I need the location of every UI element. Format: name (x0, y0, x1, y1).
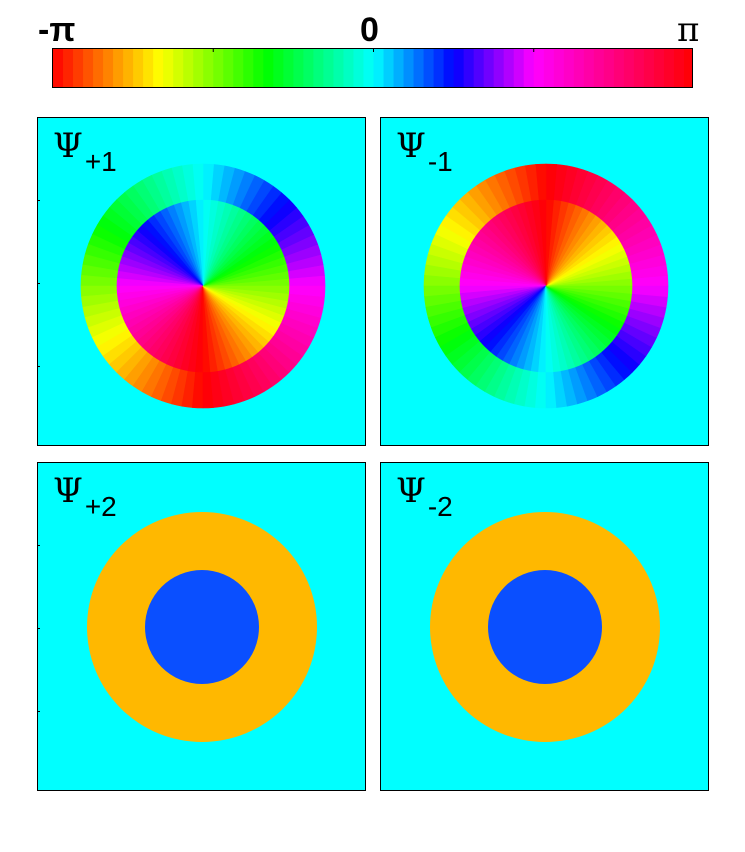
colorbar-segment (623, 49, 635, 87)
panel-label: Ψ-2 (396, 471, 453, 522)
colorbar-segment (553, 49, 565, 87)
colorbar-segment (503, 49, 515, 87)
colorbar-segment (603, 49, 615, 87)
colorbar-segment (113, 49, 124, 87)
colorbar-segment (663, 49, 675, 87)
colorbar-segment (403, 49, 415, 87)
colorbar-segment (263, 49, 274, 87)
inner-core (488, 570, 602, 684)
colorbar-segment (463, 49, 475, 87)
core-segment (202, 285, 290, 294)
colorbar-segment (423, 49, 435, 87)
colorbar-segment (93, 49, 104, 87)
phase-map-psi-minus-2 (381, 463, 708, 790)
colorbar-segment (673, 49, 685, 87)
phase-map-psi-plus-2 (38, 463, 365, 790)
colorbar-segment (443, 49, 455, 87)
colorbar-segment (63, 49, 74, 87)
colorbar-segment (253, 49, 264, 87)
colorbar-segment (233, 49, 244, 87)
colorbar-max-label: π (677, 10, 700, 50)
colorbar-segment (583, 49, 595, 87)
colorbar-segment (183, 49, 194, 87)
colorbar-segment (133, 49, 144, 87)
colorbar-segment (643, 49, 655, 87)
core-segment (545, 285, 633, 294)
colorbar-segment (173, 49, 184, 87)
colorbar-mid-label: 0 (360, 11, 379, 49)
colorbar-segment (633, 49, 645, 87)
panel-psi-minus-2: Ψ-2 (380, 462, 709, 791)
colorbar-segment (53, 49, 64, 87)
colorbar-segment (653, 49, 665, 87)
colorbar-segment (593, 49, 605, 87)
colorbar-segment (103, 49, 114, 87)
colorbar-segment (563, 49, 575, 87)
phase-colorbar (52, 48, 693, 88)
colorbar-segment (283, 49, 294, 87)
colorbar-segment (243, 49, 254, 87)
colorbar-segment (343, 49, 355, 87)
colorbar-segment (533, 49, 545, 87)
colorbar-segment (273, 49, 284, 87)
colorbar-segment (203, 49, 214, 87)
colorbar-segment (383, 49, 395, 87)
colorbar-segment (123, 49, 134, 87)
colorbar-segment (393, 49, 405, 87)
panel-psi-plus-1: Ψ+1 (37, 117, 366, 446)
colorbar-segment (413, 49, 425, 87)
inner-core (145, 570, 259, 684)
colorbar-segment (193, 49, 204, 87)
phase-map-psi-minus-1 (381, 118, 708, 445)
colorbar-segment (163, 49, 174, 87)
panel-label: Ψ+1 (53, 126, 117, 177)
colorbar-segment (433, 49, 445, 87)
colorbar-segment (293, 49, 304, 87)
colorbar-segment (303, 49, 315, 87)
phase-map-psi-plus-1 (38, 118, 365, 445)
colorbar-segment (83, 49, 94, 87)
colorbar-segment (363, 49, 375, 87)
colorbar-min-label: -π (38, 11, 76, 49)
colorbar-segment (73, 49, 84, 87)
colorbar-segment (143, 49, 154, 87)
colorbar-segment (573, 49, 585, 87)
colorbar-segment (483, 49, 495, 87)
colorbar-segment (493, 49, 505, 87)
colorbar-segment (313, 49, 325, 87)
colorbar-segment (323, 49, 335, 87)
colorbar-segment (473, 49, 485, 87)
colorbar-segment (453, 49, 465, 87)
colorbar-segment (543, 49, 555, 87)
panel-label: Ψ+2 (53, 471, 117, 522)
colorbar-segment (613, 49, 625, 87)
colorbar-segment (683, 49, 692, 87)
colorbar-segment (223, 49, 234, 87)
panel-psi-plus-2: Ψ+2 (37, 462, 366, 791)
colorbar-segment (333, 49, 345, 87)
colorbar-segment (523, 49, 535, 87)
colorbar-segment (153, 49, 164, 87)
colorbar-segment (513, 49, 525, 87)
panel-label: Ψ-1 (396, 126, 453, 177)
panel-psi-minus-1: Ψ-1 (380, 117, 709, 446)
colorbar-segment (353, 49, 365, 87)
colorbar-segment (373, 49, 385, 87)
colorbar-segment (213, 49, 224, 87)
